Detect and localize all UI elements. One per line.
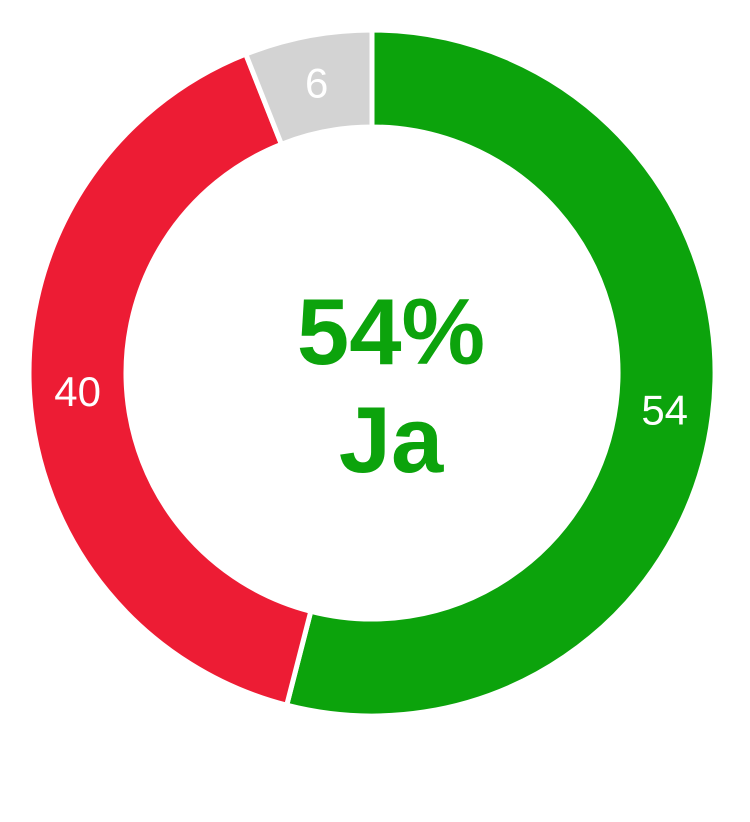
segment-value-label-ja: 54 bbox=[641, 387, 688, 434]
donut-center-label: 54% Ja bbox=[297, 278, 485, 494]
donut-segment-tveksam-vet-ej bbox=[242, 27, 375, 148]
center-answer-text: Ja bbox=[338, 387, 444, 492]
center-percent-text: 54% bbox=[296, 279, 486, 384]
donut-segment-ja bbox=[283, 27, 718, 719]
segment-value-label-tveksam-vet-ej: 6 bbox=[305, 60, 328, 107]
segment-value-label-nej: 40 bbox=[54, 368, 101, 415]
donut-chart: 54 40 6 bbox=[26, 27, 718, 719]
chart-legend: Ja Nej Tveksam, vet ej bbox=[0, 752, 750, 808]
donut-segment-nej bbox=[26, 50, 314, 709]
